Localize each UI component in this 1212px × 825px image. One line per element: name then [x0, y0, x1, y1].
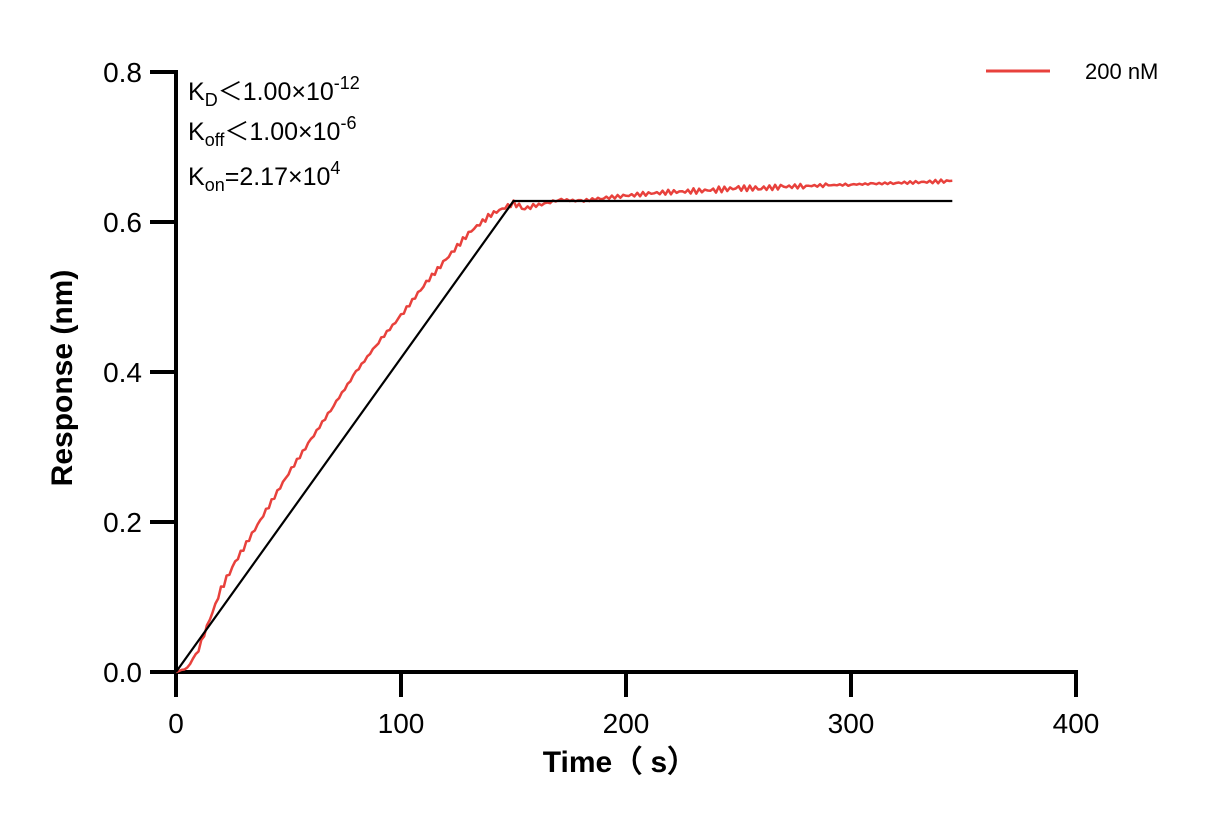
y-ticks: 0.0 0.2 0.4 0.6 0.8 [103, 57, 176, 688]
legend-label-200nm: 200 nM [1085, 59, 1158, 84]
x-tick-label: 400 [1053, 708, 1100, 739]
y-tick-label: 0.6 [103, 207, 142, 238]
x-ticks: 0 100 200 300 400 [168, 672, 1099, 739]
x-tick-label: 300 [828, 708, 875, 739]
koff-annotation: Koff＜1.00×10-6 [188, 113, 356, 150]
series-line-200nm [175, 178, 953, 674]
x-axis-title: Time（ s） [543, 745, 698, 779]
legend: 200 nM [986, 59, 1158, 84]
y-tick-label: 0.2 [103, 507, 142, 538]
x-tick-label: 100 [378, 708, 425, 739]
x-tick-label: 200 [603, 708, 650, 739]
kon-annotation: Kon=2.17×104 [188, 158, 340, 195]
series-layer [175, 178, 953, 674]
y-tick-label: 0.4 [103, 357, 142, 388]
fit-line [175, 199, 953, 673]
y-axis-title: Response (nm) [46, 270, 79, 487]
y-tick-label: 0.0 [103, 657, 142, 688]
kd-annotation: KD＜1.00×10-12 [188, 73, 360, 110]
y-tick-label: 0.8 [103, 57, 142, 88]
x-tick-label: 0 [168, 708, 184, 739]
